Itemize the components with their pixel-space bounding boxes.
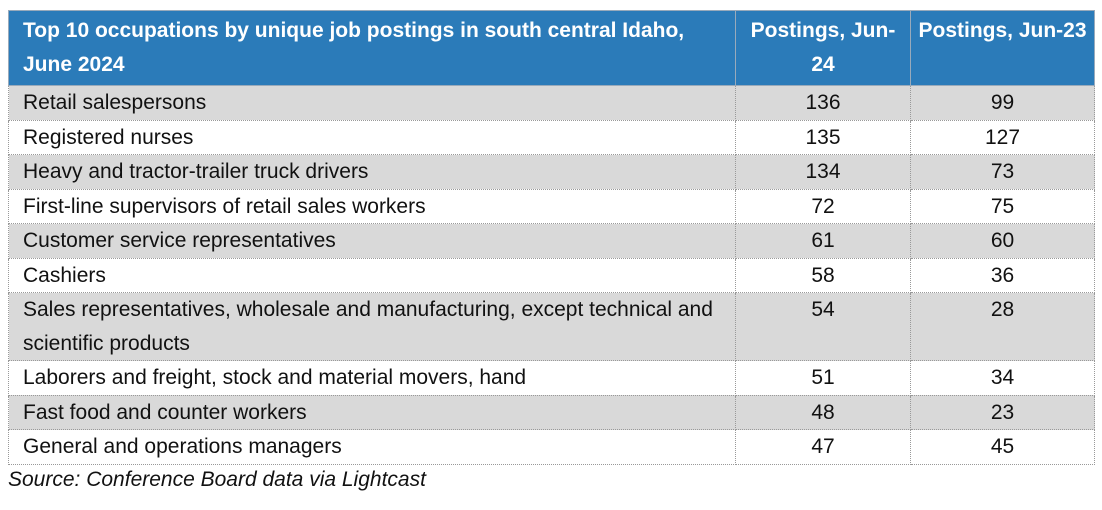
table-row: First-line supervisors of retail sales w… — [8, 188, 1095, 224]
table-row: Customer service representatives 61 60 — [8, 223, 1095, 259]
occupation-cell: Cashiers — [8, 257, 736, 293]
header-cell: Top 10 occupations by unique job posting… — [8, 10, 736, 86]
header-row: Top 10 occupations by unique job posting… — [8, 10, 1095, 86]
header-cell: Postings, Jun-23 — [910, 10, 1095, 86]
postings-cell: 134 — [735, 154, 911, 190]
postings-cell: 127 — [910, 119, 1095, 155]
occupation-cell: Fast food and counter workers — [8, 394, 736, 430]
table-row: Registered nurses 135 127 — [8, 119, 1095, 155]
table-row: General and operations managers 47 45 — [8, 429, 1095, 465]
postings-cell: 48 — [735, 394, 911, 430]
postings-cell: 34 — [910, 360, 1095, 396]
postings-cell: 72 — [735, 188, 911, 224]
postings-cell: 135 — [735, 119, 911, 155]
occupation-cell: Retail salespersons — [8, 85, 736, 121]
table-row: Retail salespersons 136 99 — [8, 85, 1095, 121]
occupation-cell: Registered nurses — [8, 119, 736, 155]
postings-cell: 45 — [910, 429, 1095, 465]
occupation-cell: Heavy and tractor-trailer truck drivers — [8, 154, 736, 190]
table-row: Laborers and freight, stock and material… — [8, 360, 1095, 396]
occupations-table: Top 10 occupations by unique job posting… — [8, 10, 1095, 465]
postings-cell: 47 — [735, 429, 911, 465]
table-row: Sales representatives, wholesale and man… — [8, 292, 1095, 361]
postings-cell: 58 — [735, 257, 911, 293]
occupation-cell: Customer service representatives — [8, 223, 736, 259]
occupation-cell: Sales representatives, wholesale and man… — [8, 292, 736, 361]
source-note: Source: Conference Board data via Lightc… — [8, 468, 426, 491]
postings-cell: 36 — [910, 257, 1095, 293]
postings-cell: 136 — [735, 85, 911, 121]
postings-cell: 23 — [910, 394, 1095, 430]
postings-cell: 75 — [910, 188, 1095, 224]
postings-cell: 60 — [910, 223, 1095, 259]
postings-cell: 61 — [735, 223, 911, 259]
occupation-cell: First-line supervisors of retail sales w… — [8, 188, 736, 224]
postings-cell: 73 — [910, 154, 1095, 190]
postings-cell: 28 — [910, 292, 1095, 361]
postings-cell: 99 — [910, 85, 1095, 121]
header-cell: Postings, Jun-24 — [735, 10, 911, 86]
occupation-cell: Laborers and freight, stock and material… — [8, 360, 736, 396]
occupation-cell: General and operations managers — [8, 429, 736, 465]
postings-cell: 51 — [735, 360, 911, 396]
table-body: Retail salespersons 136 99 Registered nurse… — [8, 85, 1095, 465]
postings-cell: 54 — [735, 292, 911, 361]
table-row: Fast food and counter workers 48 23 — [8, 394, 1095, 430]
table-row: Heavy and tractor-trailer truck drivers 1… — [8, 154, 1095, 190]
table-row: Cashiers 58 36 — [8, 257, 1095, 293]
